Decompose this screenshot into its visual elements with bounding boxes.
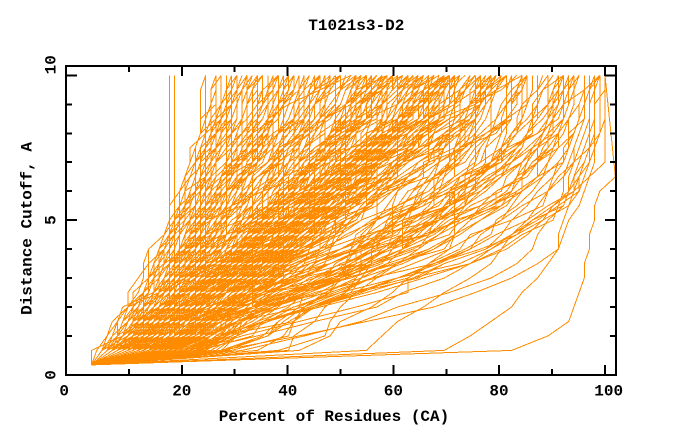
svg-text:40: 40 <box>278 383 297 401</box>
svg-text:80: 80 <box>489 383 508 401</box>
svg-text:20: 20 <box>172 383 191 401</box>
svg-text:Distance Cutoff, A: Distance Cutoff, A <box>19 142 37 315</box>
svg-text:5: 5 <box>42 215 60 225</box>
svg-text:100: 100 <box>594 383 623 401</box>
svg-text:60: 60 <box>384 383 403 401</box>
svg-text:Percent of Residues (CA): Percent of Residues (CA) <box>219 408 449 426</box>
svg-text:10: 10 <box>42 55 60 74</box>
svg-text:T1021s3-D2: T1021s3-D2 <box>308 17 404 35</box>
svg-text:0: 0 <box>42 370 60 380</box>
svg-text:0: 0 <box>59 383 69 401</box>
